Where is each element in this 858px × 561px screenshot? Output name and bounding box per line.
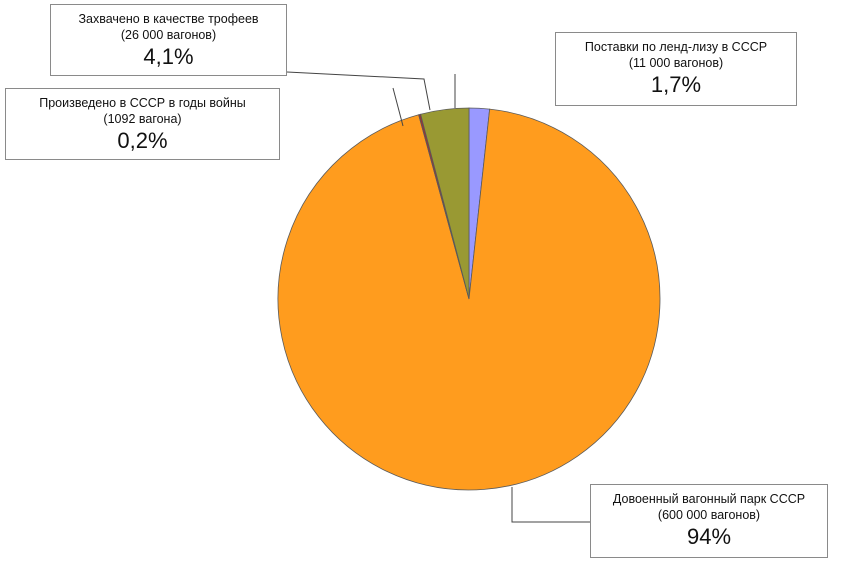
callout-prewar-label: Довоенный вагонный парк СССР bbox=[612, 492, 806, 506]
callout-prewar-units: (600 000 вагонов) bbox=[657, 508, 761, 522]
slice-trophy bbox=[420, 107, 470, 300]
callout-wartime: Произведено в СССР в годы войны (1092 ва… bbox=[5, 88, 280, 160]
leader-trophy bbox=[286, 71, 431, 111]
callout-wartime-units: (1092 вагона) bbox=[103, 112, 182, 126]
pie-slices bbox=[277, 107, 661, 491]
leader-prewar bbox=[511, 487, 590, 523]
callout-prewar-percent: 94% bbox=[686, 524, 732, 549]
callout-wartime-label: Произведено в СССР в годы войны bbox=[39, 96, 246, 110]
callout-trophy-percent: 4,1% bbox=[143, 44, 194, 69]
leader-wartime bbox=[392, 87, 404, 127]
callout-trophy-label: Захвачено в качестве трофеев bbox=[78, 12, 259, 26]
callout-trophy: Захвачено в качестве трофеев (26 000 ваг… bbox=[50, 4, 287, 76]
callout-trophy-units: (26 000 вагонов) bbox=[120, 28, 217, 42]
callout-wartime-percent: 0,2% bbox=[117, 128, 168, 153]
slice-prewar bbox=[277, 108, 661, 491]
callout-prewar: Довоенный вагонный парк СССР (600 000 ва… bbox=[590, 484, 828, 558]
callout-lendlease-units: (11 000 вагонов) bbox=[628, 56, 724, 70]
callout-lendlease-percent: 1,7% bbox=[650, 72, 702, 97]
callout-lendlease: Поставки по ленд-лизу в СССР (11 000 ваг… bbox=[555, 32, 797, 106]
leader-lines bbox=[286, 71, 590, 523]
callout-lendlease-label: Поставки по ленд-лизу в СССР bbox=[584, 40, 768, 54]
